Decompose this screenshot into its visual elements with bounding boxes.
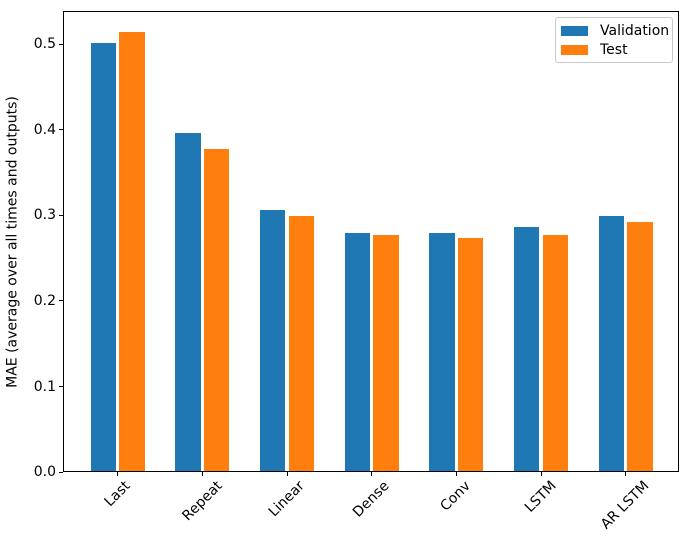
legend-label-validation: Validation xyxy=(600,22,670,39)
bar-validation-repeat xyxy=(175,133,201,472)
x-tick-label-repeat: Repeat xyxy=(179,478,226,525)
x-tick-mark xyxy=(286,472,288,476)
bar-test-dense xyxy=(373,235,399,472)
y-axis-label: MAE (average over all times and outputs) xyxy=(4,96,21,388)
y-tick-label: 0.5 xyxy=(33,36,56,53)
y-tick-mark xyxy=(59,386,63,387)
legend-swatch-test xyxy=(561,44,588,55)
legend-item-validation: Validation xyxy=(561,21,670,40)
y-tick-mark xyxy=(59,214,63,216)
x-tick-mark xyxy=(371,472,373,476)
bar-validation-lstm xyxy=(514,227,540,472)
y-tick-label: 0.3 xyxy=(33,207,56,224)
y-tick-label: 0.0 xyxy=(33,464,56,480)
bar-validation-linear xyxy=(259,210,286,472)
y-tick-label: 0.2 xyxy=(33,292,56,309)
x-tick-mark xyxy=(625,472,627,476)
bar-test-last xyxy=(119,31,145,472)
bar-validation-conv xyxy=(429,232,455,472)
legend-item-test: Test xyxy=(561,40,666,59)
bar-test-lstm xyxy=(542,235,569,472)
y-tick-mark xyxy=(59,129,63,131)
x-tick-mark xyxy=(455,472,457,476)
y-tick-mark xyxy=(59,471,63,473)
x-tick-mark xyxy=(201,472,203,476)
legend: Validation Test xyxy=(555,17,673,63)
x-tick-label-last: Last xyxy=(101,478,134,510)
x-tick-mark xyxy=(117,472,119,476)
legend-swatch-validation xyxy=(561,25,588,36)
x-tick-label-lstm: LSTM xyxy=(522,478,560,516)
x-tick-mark xyxy=(540,472,542,476)
y-tick-mark xyxy=(59,300,63,302)
x-tick-label-conv: Conv xyxy=(437,478,474,515)
legend-label-test: Test xyxy=(600,41,628,58)
x-tick-label-ar-lstm: AR LSTM xyxy=(598,478,653,533)
y-tick-label: 0.4 xyxy=(33,121,56,138)
bar-test-linear xyxy=(288,216,315,472)
bar-test-conv xyxy=(458,237,484,472)
bar-validation-ar-lstm xyxy=(598,216,624,472)
y-tick-mark xyxy=(59,43,63,45)
y-tick-label: 0.1 xyxy=(33,378,56,395)
bar-test-ar-lstm xyxy=(627,222,653,472)
x-tick-label-linear: Linear xyxy=(265,478,308,521)
plot-area xyxy=(63,11,679,472)
x-tick-label-dense: Dense xyxy=(350,478,393,521)
bar-test-repeat xyxy=(204,148,230,472)
bar-validation-last xyxy=(90,42,116,472)
bar-validation-dense xyxy=(344,232,370,472)
